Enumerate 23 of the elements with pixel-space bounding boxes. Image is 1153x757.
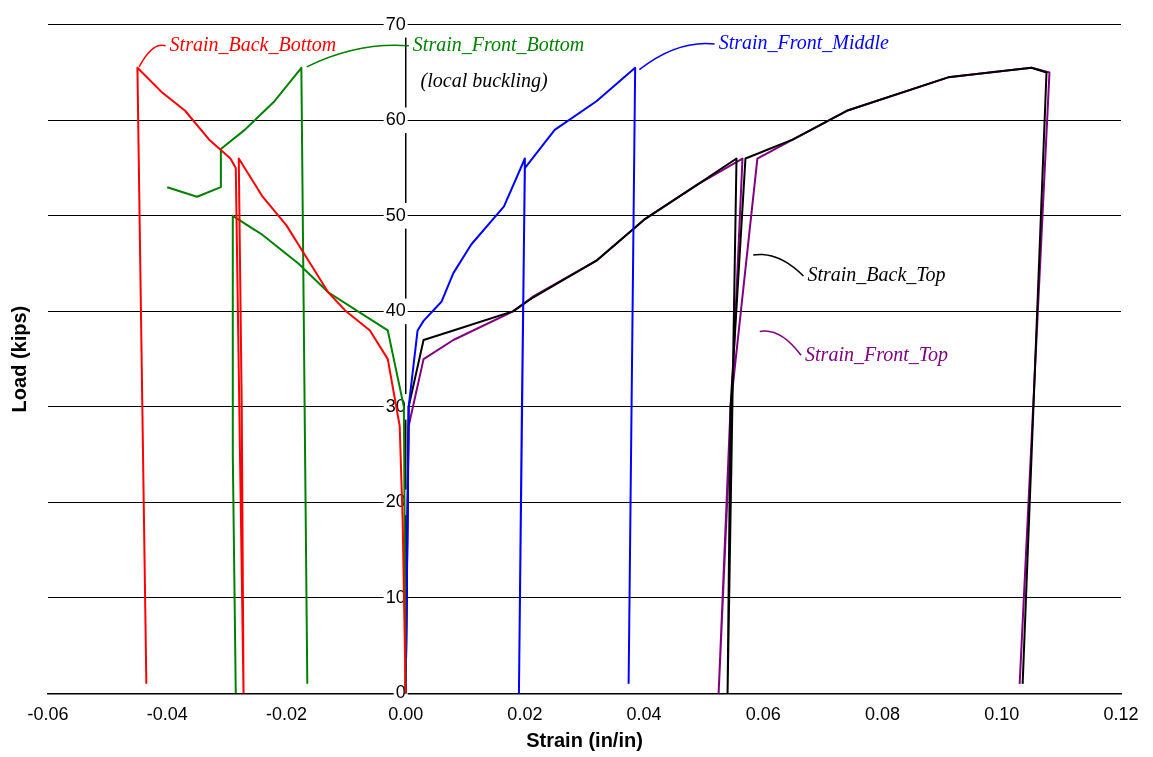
text: Strain_Front_Bottom xyxy=(412,33,585,56)
x-tick-label: 0.02 xyxy=(507,704,543,725)
x-tick-label: 0.04 xyxy=(626,704,662,725)
x-tick-label: -0.06 xyxy=(27,704,69,725)
y-tick-label: 60 xyxy=(385,109,406,130)
x-tick-label: 0.00 xyxy=(388,704,424,725)
x-tick-label: 0.08 xyxy=(865,704,901,725)
y-tick-label: 70 xyxy=(385,13,406,34)
legend-label: Strain_Back_Bottom xyxy=(169,33,337,56)
x-tick-label: 0.06 xyxy=(745,704,781,725)
legend-label: Strain_Back_Top xyxy=(807,263,946,287)
text: Strain_Front_Middle xyxy=(718,31,890,54)
x-axis-title: Strain (in/in) xyxy=(526,728,643,751)
annotation: (local buckling) xyxy=(420,69,549,93)
legend-label: Strain_Front_Top xyxy=(805,342,949,366)
x-tick-label: -0.04 xyxy=(146,704,188,725)
y-tick-label: 50 xyxy=(385,204,406,225)
x-tick-label: -0.02 xyxy=(265,704,307,725)
x-tick-label: 0.10 xyxy=(984,704,1020,725)
y-axis-title: Load (kips) xyxy=(7,305,30,413)
y-tick-label: 40 xyxy=(385,300,406,321)
y-tick-label: 0 xyxy=(395,682,406,703)
x-tick-label: 0.12 xyxy=(1103,704,1139,725)
